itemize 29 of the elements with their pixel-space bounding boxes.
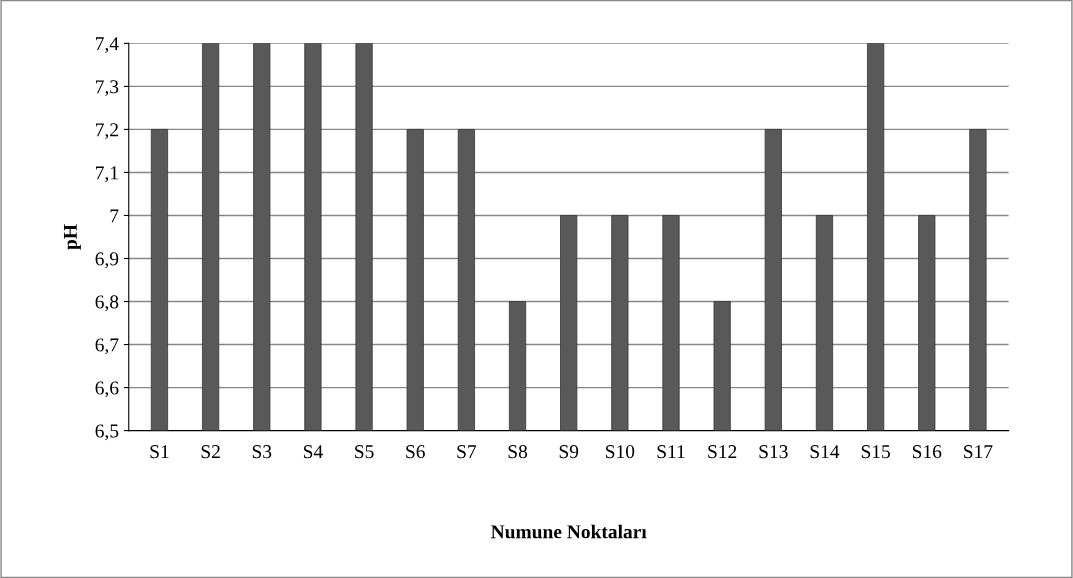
x-tick-label: S14 [810,445,840,459]
y-tick-label: 7,1 [96,166,118,183]
x-tick-label: S15 [861,445,890,459]
x-axis-title: Numune Noktaları [491,524,647,539]
x-tick-label: S1 [150,445,169,459]
x-tick-label: S4 [303,445,323,459]
x-tick-label: S13 [759,445,788,459]
x-tick-label: S11 [657,445,685,459]
y-tick-label: 6,9 [95,252,119,269]
x-tick-label: S7 [457,445,477,459]
y-tick-label: 6,6 [95,381,119,398]
x-tick-label: S10 [606,445,635,459]
x-tick-label: S17 [964,445,993,459]
y-tick-label: 6,5 [95,424,119,441]
x-tick-label: S9 [559,445,579,459]
y-tick-label: 7,3 [96,80,119,97]
y-tick-label: 6,7 [95,338,119,355]
y-tick-label: 6,8 [95,295,119,312]
x-tick-label: S2 [201,445,220,459]
x-tick-label: S3 [252,445,272,459]
x-tick-label: S8 [508,445,528,459]
x-tick-label: S12 [708,445,737,459]
y-tick-label: 7 [110,209,119,223]
x-tick-label: S5 [355,445,374,459]
y-tick-label: 7,2 [96,123,118,140]
y-axis-title: pH [63,224,81,250]
y-tick-label: 7,4 [96,37,119,54]
x-tick-label: S16 [912,445,942,459]
x-tick-label: S6 [406,445,425,459]
